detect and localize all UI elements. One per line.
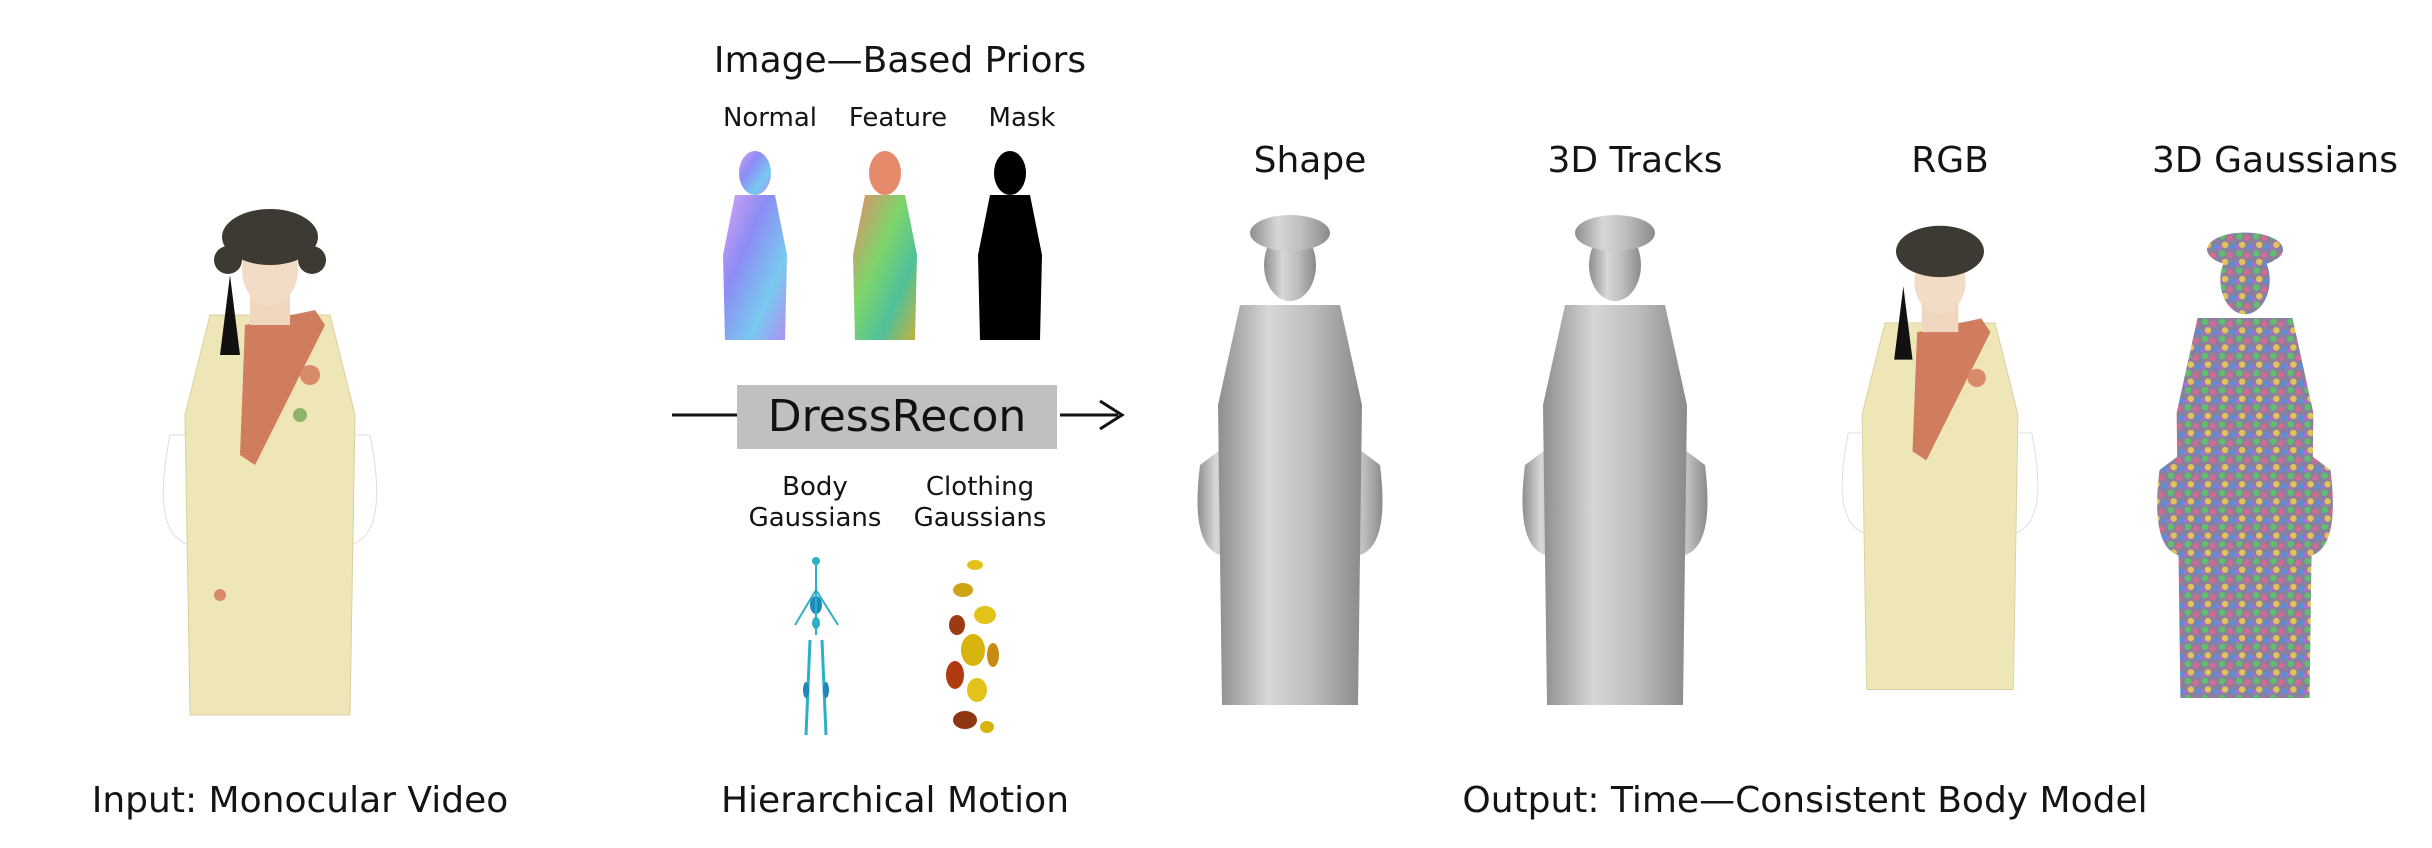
method-name: DressRecon [767, 391, 1027, 442]
input-video-frame [162, 209, 378, 716]
tracks-label: 3D Tracks [1547, 140, 1723, 181]
motion-caption: Hierarchical Motion [720, 780, 1070, 821]
clothing-gaussians-label-line1: Clothing [925, 472, 1035, 502]
body-gaussians-figure [794, 557, 839, 736]
method-banner: DressRecon [737, 385, 1057, 449]
tracks-mesh-figure [1522, 215, 1708, 705]
mask-figure [978, 151, 1042, 340]
rgb-render-figure [1841, 225, 2039, 691]
feature-label: Feature [848, 103, 948, 133]
mask-label: Mask [988, 103, 1056, 133]
normal-label: Normal [722, 103, 818, 133]
normal-map-figure [723, 151, 787, 340]
output-caption: Output: Time—Consistent Body Model [1462, 780, 2148, 821]
gaussians-render-figure [2157, 232, 2333, 698]
pipeline-arrow [672, 399, 1125, 431]
body-gaussians-label-line1: Body [782, 472, 848, 502]
priors-title: Image—Based Priors [713, 40, 1087, 81]
clothing-gaussians-label-line2: Gaussians [913, 503, 1047, 533]
clothing-gaussians-figure [946, 560, 999, 733]
feature-map-figure [853, 151, 917, 340]
rgb-label: RGB [1911, 140, 1989, 181]
shape-label: Shape [1253, 140, 1367, 181]
gaussians-label: 3D Gaussians [2152, 140, 2398, 181]
shape-mesh-figure [1197, 215, 1383, 705]
input-caption: Input: Monocular Video [91, 780, 509, 821]
body-gaussians-label-line2: Gaussians [748, 503, 882, 533]
